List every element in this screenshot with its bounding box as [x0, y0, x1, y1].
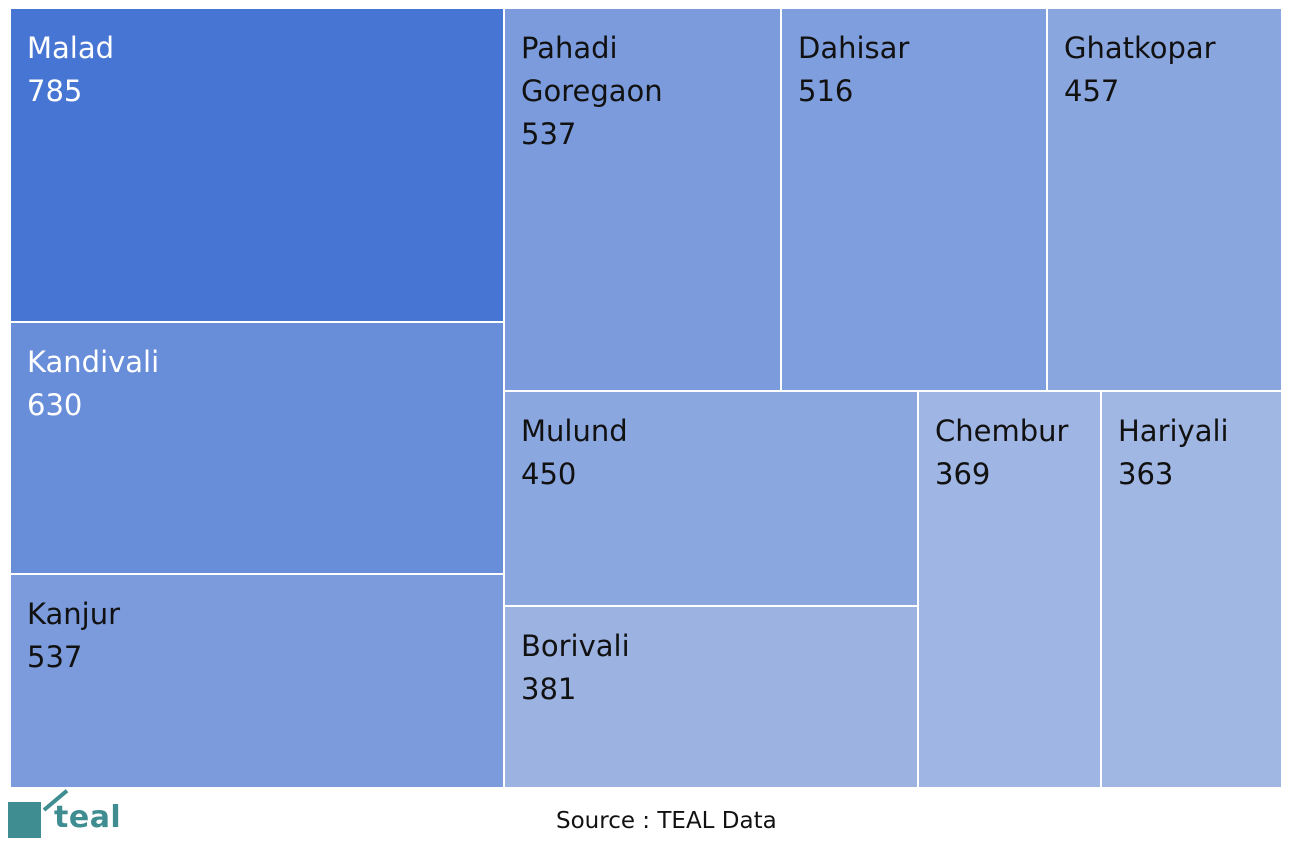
treemap-tile-hariyali: Hariyali 363: [1101, 391, 1282, 788]
treemap-tile-ghatkopar: Ghatkopar 457: [1047, 8, 1282, 391]
tile-value: 363: [1118, 457, 1174, 491]
tile-label: Chembur: [935, 414, 1069, 448]
tile-label: Mulund: [521, 414, 628, 448]
treemap-tile-chembur: Chembur 369: [918, 391, 1101, 788]
tile-value: 630: [27, 388, 83, 422]
treemap-tile-malad: Malad 785: [10, 8, 504, 322]
tile-label: Kanjur: [27, 597, 121, 631]
tile-label: Malad: [27, 31, 115, 65]
source-note: Source : TEAL Data: [556, 808, 777, 834]
treemap-tile-borivali: Borivali 381: [504, 606, 918, 788]
treemap-tile-kanjur: Kanjur 537: [10, 574, 504, 788]
tile-label: Hariyali: [1118, 414, 1229, 448]
tile-label: Pahadi Goregaon: [521, 31, 663, 108]
tile-label: Borivali: [521, 629, 630, 663]
logo-square: [8, 802, 41, 838]
tile-value: 369: [935, 457, 991, 491]
logo-wordmark: teal: [54, 800, 122, 835]
treemap-tile-dahisar: Dahisar 516: [781, 8, 1047, 391]
tile-value: 516: [798, 74, 854, 108]
tile-label: Kandivali: [27, 345, 160, 379]
treemap-tile-kandivali: Kandivali 630: [10, 322, 504, 574]
tile-value: 381: [521, 672, 577, 706]
teal-logo: teal: [8, 789, 148, 842]
treemap-tile-pahadi-goregaon: Pahadi Goregaon 537: [504, 8, 781, 391]
tile-value: 450: [521, 457, 577, 491]
tile-label: Dahisar: [798, 31, 910, 65]
tile-label: Ghatkopar: [1064, 31, 1216, 65]
tile-value: 537: [27, 640, 83, 674]
tile-value: 785: [27, 74, 83, 108]
treemap-chart: Malad 785 Kandivali 630 Kanjur 537 Pahadi Gore…: [10, 8, 1282, 788]
footer: teal Source : TEAL Data: [0, 789, 1291, 853]
tile-value: 537: [521, 117, 577, 151]
treemap-tile-mulund: Mulund 450: [504, 391, 918, 606]
tile-value: 457: [1064, 74, 1120, 108]
